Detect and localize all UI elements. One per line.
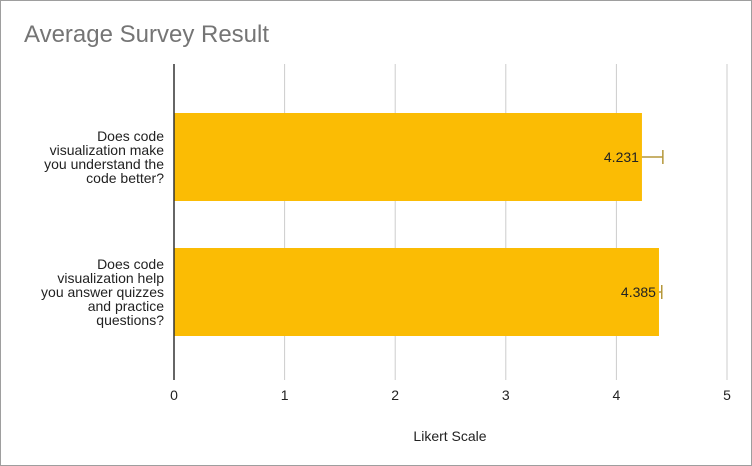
data-label-1: 4.231 xyxy=(604,149,639,165)
category-label-line: code better? xyxy=(86,170,164,186)
chart-title: Average Survey Result xyxy=(24,21,270,48)
x-tick-label-3: 3 xyxy=(502,387,510,403)
category-label-line: and practice xyxy=(88,298,164,314)
bar-2 xyxy=(174,248,659,336)
x-axis-label: Likert Scale xyxy=(413,428,486,444)
category-label-line: questions? xyxy=(96,312,164,328)
category-label-line: you understand the xyxy=(44,156,164,172)
category-label-line: Does code xyxy=(97,128,164,144)
category-label-1: Does code visualization make you understan… xyxy=(44,128,164,186)
x-tick-label-2: 2 xyxy=(391,387,399,403)
category-label-line: visualization make xyxy=(50,142,165,158)
data-label-2: 4.385 xyxy=(621,284,656,300)
bar-1 xyxy=(174,113,642,201)
x-tick-label-5: 5 xyxy=(723,387,731,403)
category-label-2: Does code visualization help you answer qu… xyxy=(41,256,164,328)
x-tick-label-1: 1 xyxy=(281,387,289,403)
category-label-line: Does code xyxy=(97,256,164,272)
category-label-line: you answer quizzes xyxy=(41,284,164,300)
x-tick-label-4: 4 xyxy=(613,387,621,403)
category-label-line: visualization help xyxy=(57,270,164,286)
x-tick-label-0: 0 xyxy=(170,387,178,403)
